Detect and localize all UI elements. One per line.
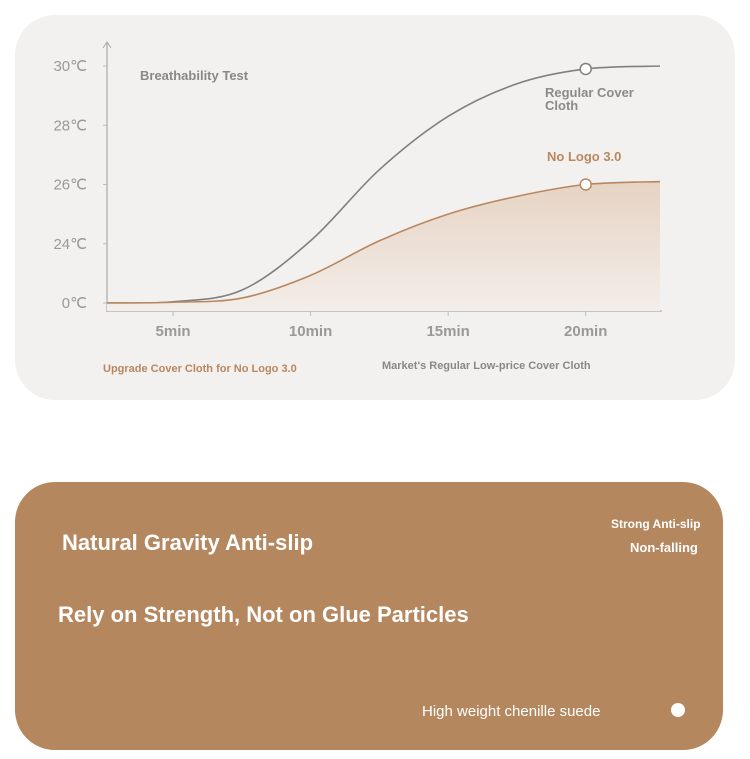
series-label: Regular Cover Cloth <box>545 85 634 113</box>
headline: Natural Gravity Anti-slip <box>62 530 314 555</box>
banner-card <box>15 482 723 750</box>
y-tick-label: 0℃ <box>62 295 87 312</box>
tag: Strong Anti-slip <box>611 517 701 531</box>
series-label: No Logo 3.0 <box>547 149 622 164</box>
chart-title: Breathability Test <box>140 68 249 83</box>
x-tick-label: 5min <box>156 323 191 340</box>
x-tick-label: 15min <box>426 323 469 340</box>
feature-dot <box>671 703 685 717</box>
tag: Non-falling <box>630 540 698 555</box>
y-tick-label: 24℃ <box>53 236 87 253</box>
y-tick-label: 26℃ <box>53 177 87 194</box>
x-tick-label: 10min <box>289 323 332 340</box>
y-tick-label: 30℃ <box>53 58 87 75</box>
point-marker <box>579 62 592 76</box>
x-tick-label: 20min <box>564 323 607 340</box>
y-tick-label: 28℃ <box>53 117 87 134</box>
feature: High weight chenille suede <box>422 703 601 720</box>
line <box>106 180 661 304</box>
line <box>106 65 661 304</box>
y-axis-arrow <box>102 41 112 49</box>
subheadline: Rely on Strength, Not on Glue Particles <box>58 602 469 627</box>
caption: Upgrade Cover Cloth for No Logo 3.0 <box>103 363 297 375</box>
point-marker <box>579 178 592 191</box>
caption: Market's Regular Low-price Cover Cloth <box>382 360 591 372</box>
area <box>107 181 660 311</box>
